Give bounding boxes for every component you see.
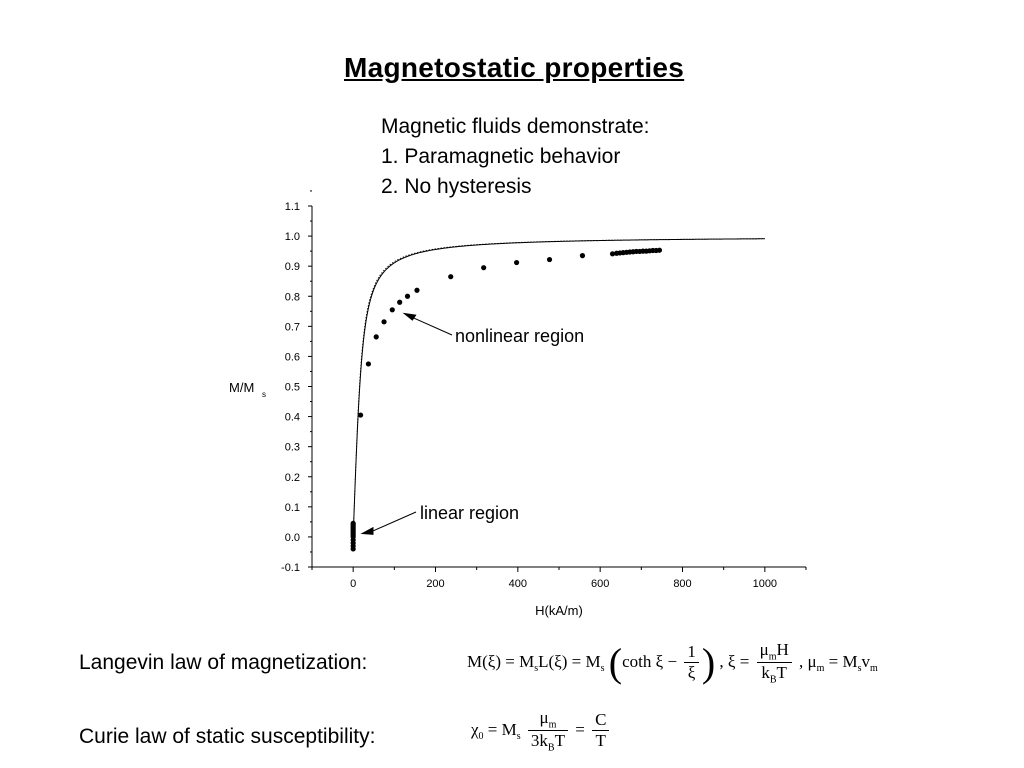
data-point (513, 259, 520, 266)
data-point (609, 251, 616, 257)
formula-sub: m (816, 663, 825, 675)
x-tick-label: 0 (350, 578, 356, 590)
data-point (414, 287, 420, 293)
annotation-arrow-head (402, 312, 417, 321)
formula-sub: 0 (478, 731, 484, 743)
langevin-formula: M(ξ) = MsL(ξ) = Ms (coth ξ − 1 ξ) , ξ = μ… (467, 639, 878, 686)
formula-text: μ (759, 640, 769, 659)
formula-sub: B (769, 674, 777, 686)
formula-text: , ξ = (719, 651, 750, 671)
annotation-arrow-head (360, 526, 374, 535)
fraction-denominator: ξ (687, 663, 696, 683)
y-tick-label: 0.2 (285, 472, 300, 484)
data-point (546, 256, 553, 263)
y-tick-label: 0.7 (285, 321, 300, 333)
fraction-denominator: T (595, 731, 606, 751)
formula-text: χ (471, 719, 479, 739)
formula-text: , μ (799, 651, 817, 671)
data-point (350, 520, 356, 526)
formula-text: L(ξ) = M (538, 651, 601, 671)
notes-block: Magnetic fluids demonstrate: 1. Paramagn… (381, 112, 649, 202)
data-point (448, 274, 454, 280)
y-tick-label: 0.9 (285, 261, 300, 273)
data-point (481, 265, 487, 271)
formula-text: M(ξ) = M (467, 651, 535, 671)
formula-sub: m (768, 651, 777, 663)
formula-text: H (776, 640, 789, 659)
x-tick-label: 600 (591, 578, 609, 590)
data-point (404, 293, 411, 299)
data-point (381, 319, 387, 325)
y-tick-label: 0.0 (285, 532, 300, 544)
fraction-numerator: 1 (684, 642, 699, 664)
formula-text: T (554, 731, 565, 751)
data-point (389, 307, 395, 313)
y-tick-label: -0.1 (281, 562, 300, 574)
formula-text: T (776, 663, 787, 683)
data-point (357, 412, 364, 418)
data-point (365, 361, 371, 367)
y-tick-label: 0.8 (285, 291, 300, 303)
y-tick-label: 0.6 (285, 351, 300, 363)
annotation-label: nonlinear region (455, 326, 584, 346)
formula-sub: s (857, 663, 862, 675)
formula-text: coth ξ − (622, 651, 678, 671)
formula-sub: m (870, 663, 878, 675)
annotation-label: linear region (420, 503, 519, 523)
formula-sub: s (600, 663, 605, 675)
x-tick-label: 400 (509, 578, 527, 590)
formula-text: = (575, 719, 585, 739)
y-tick-label: 0.4 (285, 412, 300, 424)
y-tick-label: 1.0 (285, 231, 300, 243)
y-tick-label: 0.3 (285, 442, 300, 454)
data-point (656, 247, 663, 253)
formula-text: v (861, 651, 871, 671)
fraction-numerator: C (592, 710, 610, 732)
formula-text: μ (539, 708, 549, 727)
data-point (397, 299, 403, 305)
annotation-arrow-line (368, 511, 417, 534)
langevin-law-label: Langevin law of magnetization: (79, 651, 368, 674)
x-tick-label: 200 (426, 578, 444, 590)
formula-sub: s (516, 731, 521, 743)
data-point (373, 334, 379, 340)
fit-curve-dotted (352, 238, 765, 537)
note-line: 1. Paramagnetic behavior (381, 145, 621, 168)
formula-sub: m (548, 719, 557, 731)
note-line: Magnetic fluids demonstrate: (381, 115, 650, 138)
fraction-numerator: μm (527, 708, 568, 732)
curie-law-label: Curie law of static susceptibility: (79, 725, 376, 748)
fraction-denominator: 3kBT (528, 731, 568, 753)
fraction-numerator: μmH (756, 640, 792, 664)
note-line: 2. No hysteresis (381, 175, 532, 198)
fraction-denominator: kBT (757, 663, 792, 685)
x-axis-label: H(kA/m) (535, 603, 583, 618)
fit-curve-solid (352, 238, 765, 537)
formula-text: = M (483, 719, 517, 739)
formula-text: k (761, 663, 770, 683)
fraction: μm 3kBT (527, 708, 568, 754)
formula-sub: B (547, 742, 555, 754)
formula-text: = M (824, 651, 858, 671)
y-tick-label: 1.1 (285, 201, 300, 213)
page-title: Magnetostatic properties (344, 52, 685, 83)
fraction: μmH kBT (756, 640, 792, 686)
y-axis-label-subscript: s (262, 390, 266, 399)
x-tick-label: 800 (673, 578, 691, 590)
y-tick-label: 0.1 (285, 502, 300, 514)
x-tick-label: 1000 (753, 578, 777, 590)
data-point (579, 253, 586, 259)
y-axis-label: M/M (229, 380, 254, 395)
formula-text: 3k (530, 731, 548, 751)
formula-sub: s (534, 663, 539, 675)
y-tick-label: 0.5 (285, 382, 300, 394)
